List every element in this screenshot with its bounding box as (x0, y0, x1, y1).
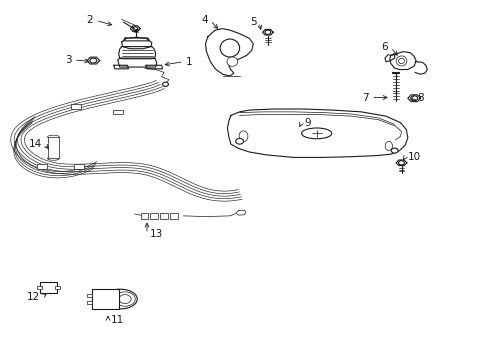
Text: 11: 11 (110, 315, 123, 325)
Polygon shape (114, 65, 128, 69)
Polygon shape (123, 38, 149, 41)
Circle shape (390, 148, 397, 153)
Circle shape (142, 214, 147, 218)
Bar (87, 301, 92, 305)
Text: 2: 2 (86, 15, 93, 26)
Bar (160, 213, 167, 219)
Bar (113, 110, 122, 114)
Polygon shape (389, 51, 415, 69)
Ellipse shape (103, 289, 137, 309)
Polygon shape (395, 160, 406, 166)
Polygon shape (130, 26, 140, 31)
Bar (169, 213, 177, 219)
Ellipse shape (239, 131, 247, 141)
Ellipse shape (301, 128, 331, 139)
Polygon shape (119, 46, 156, 59)
Circle shape (152, 214, 157, 218)
Text: 5: 5 (249, 17, 256, 27)
Ellipse shape (385, 141, 392, 150)
Ellipse shape (220, 39, 239, 57)
Text: 7: 7 (362, 93, 368, 103)
Ellipse shape (395, 56, 406, 66)
Circle shape (161, 214, 166, 218)
Polygon shape (235, 210, 245, 215)
Ellipse shape (226, 57, 237, 66)
Polygon shape (384, 54, 394, 62)
Circle shape (162, 82, 168, 86)
Bar (92, 289, 119, 309)
Text: 6: 6 (381, 42, 387, 52)
Bar (74, 164, 83, 168)
Ellipse shape (398, 58, 404, 64)
Bar (87, 294, 92, 297)
Text: 10: 10 (407, 152, 420, 162)
Circle shape (235, 138, 243, 144)
Polygon shape (118, 58, 157, 67)
Ellipse shape (47, 157, 59, 160)
Polygon shape (87, 57, 100, 64)
Bar (55, 286, 60, 289)
Bar (150, 213, 158, 219)
Polygon shape (414, 62, 427, 74)
Text: 1: 1 (185, 57, 192, 67)
Bar (141, 213, 148, 219)
Text: 8: 8 (417, 93, 424, 103)
Polygon shape (227, 109, 407, 157)
Polygon shape (122, 37, 152, 49)
Polygon shape (262, 30, 273, 35)
Bar (71, 104, 81, 109)
Polygon shape (205, 29, 253, 76)
Ellipse shape (115, 292, 135, 306)
Circle shape (171, 214, 176, 218)
Bar (40, 282, 57, 293)
Text: 13: 13 (149, 229, 163, 239)
Text: 3: 3 (64, 55, 71, 65)
Bar (37, 164, 47, 168)
Polygon shape (407, 95, 420, 102)
Ellipse shape (119, 294, 131, 303)
Text: 4: 4 (201, 15, 207, 26)
Text: 12: 12 (26, 292, 40, 302)
Ellipse shape (47, 135, 59, 139)
Bar (37, 286, 42, 289)
Text: 14: 14 (29, 139, 42, 149)
Text: 9: 9 (304, 118, 310, 128)
Bar (47, 137, 59, 158)
Polygon shape (146, 65, 162, 69)
